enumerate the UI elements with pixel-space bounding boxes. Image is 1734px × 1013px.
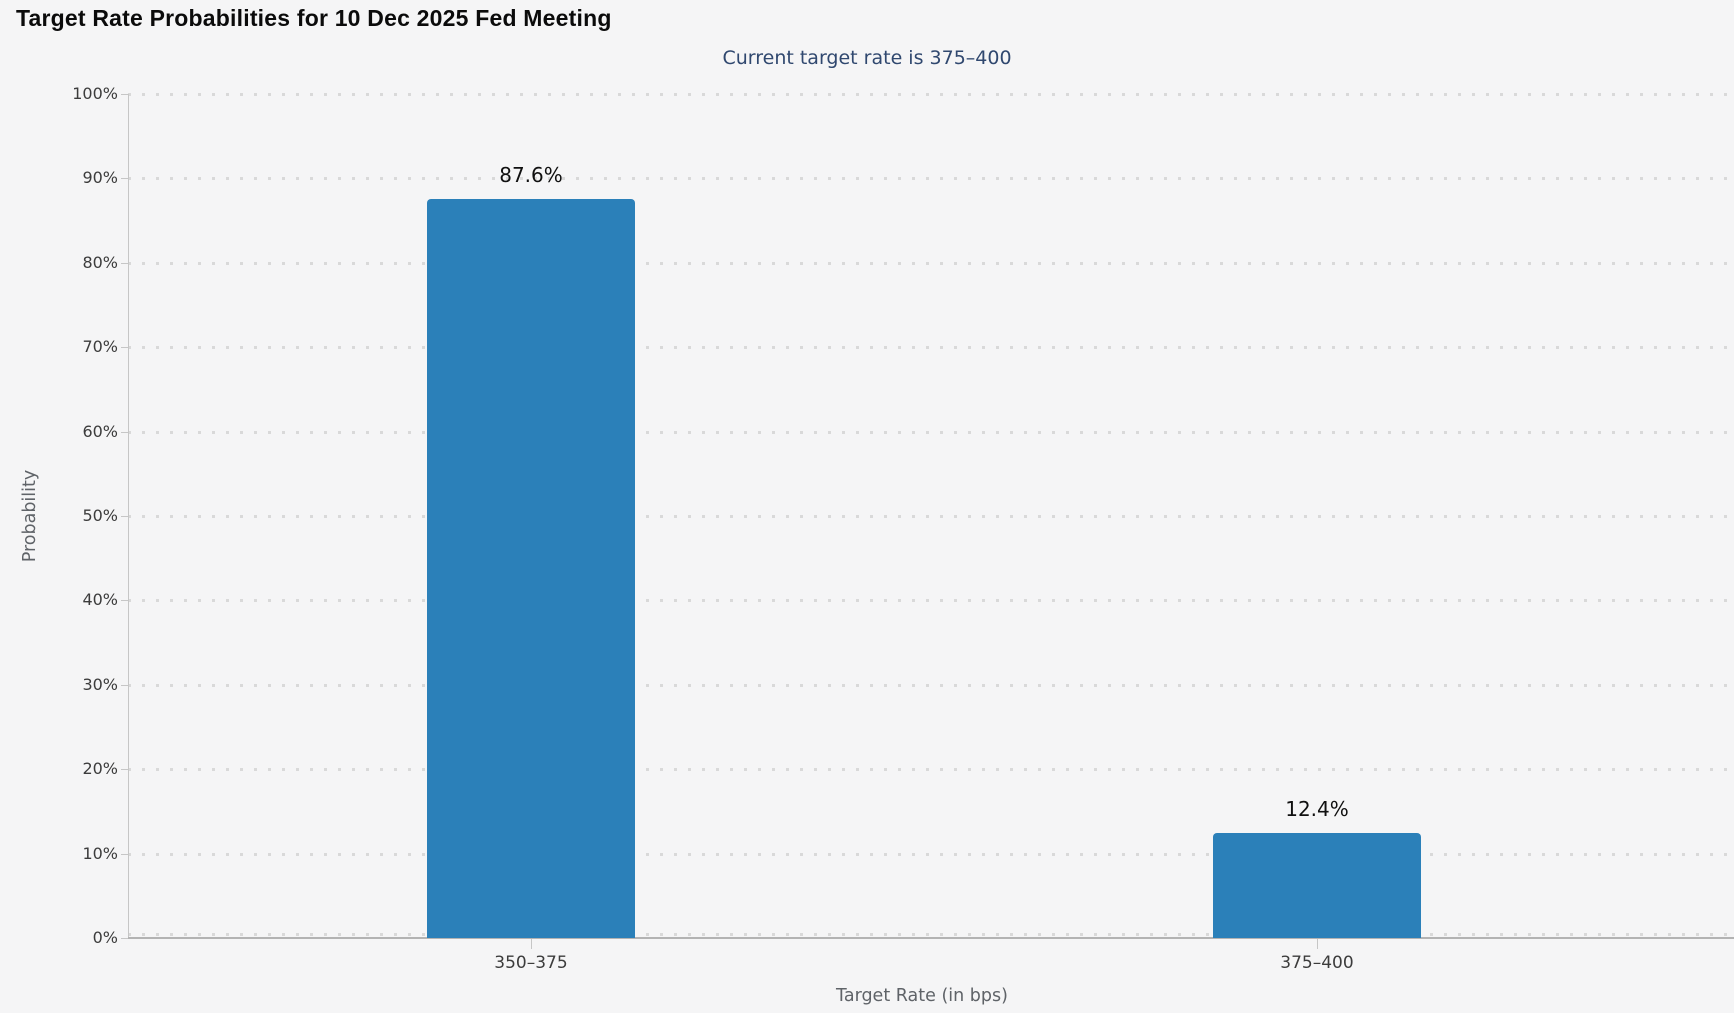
y-axis-tick bbox=[121, 853, 128, 855]
y-axis-tick bbox=[121, 94, 128, 95]
y-axis-tick bbox=[121, 178, 128, 180]
y-gridline bbox=[128, 93, 1734, 96]
y-tick-label: 20% bbox=[82, 759, 118, 779]
y-gridline bbox=[128, 852, 1734, 856]
y-gridline bbox=[128, 515, 1734, 518]
y-tick-label: 10% bbox=[82, 843, 118, 863]
x-axis-tick bbox=[531, 939, 532, 949]
y-axis-tick bbox=[121, 516, 128, 517]
y-tick-label: 30% bbox=[82, 674, 118, 694]
y-axis-tick bbox=[121, 347, 128, 349]
chart-title: Target Rate Probabilities for 10 Dec 202… bbox=[16, 5, 612, 31]
x-axis-line bbox=[128, 937, 1734, 939]
bar-value-label: 87.6% bbox=[499, 162, 563, 187]
y-gridline bbox=[128, 683, 1734, 687]
y-axis-tick bbox=[121, 431, 128, 433]
x-category-label: 375–400 bbox=[1280, 953, 1354, 973]
y-axis-tick bbox=[121, 938, 128, 939]
probability-bar[interactable] bbox=[1213, 833, 1421, 938]
y-gridline bbox=[128, 430, 1734, 434]
y-tick-label: 0% bbox=[92, 928, 118, 947]
y-gridline bbox=[128, 599, 1734, 603]
y-axis-tick bbox=[121, 684, 128, 686]
x-axis-title: Target Rate (in bps) bbox=[836, 986, 1008, 1006]
y-tick-label: 50% bbox=[82, 506, 118, 525]
y-gridline bbox=[128, 768, 1734, 772]
y-gridline bbox=[128, 261, 1734, 265]
y-axis-line bbox=[128, 94, 129, 938]
chart-subtitle: Current target rate is 375–400 bbox=[722, 47, 1012, 69]
y-axis-tick bbox=[121, 262, 128, 264]
y-tick-label: 70% bbox=[82, 337, 118, 357]
y-axis-tick bbox=[121, 600, 128, 602]
y-tick-label: 60% bbox=[82, 421, 118, 441]
y-tick-label: 100% bbox=[72, 84, 118, 103]
y-axis-tick bbox=[121, 769, 128, 771]
y-tick-label: 80% bbox=[82, 252, 118, 272]
y-tick-label: 90% bbox=[82, 168, 118, 188]
y-gridline bbox=[128, 346, 1734, 350]
probability-bar[interactable] bbox=[427, 198, 635, 938]
x-axis-tick bbox=[1317, 939, 1318, 949]
y-gridline bbox=[128, 933, 1734, 936]
y-gridline bbox=[128, 177, 1734, 181]
x-category-label: 350–375 bbox=[494, 953, 568, 973]
y-tick-label: 40% bbox=[82, 590, 118, 610]
bar-value-label: 12.4% bbox=[1285, 797, 1349, 822]
